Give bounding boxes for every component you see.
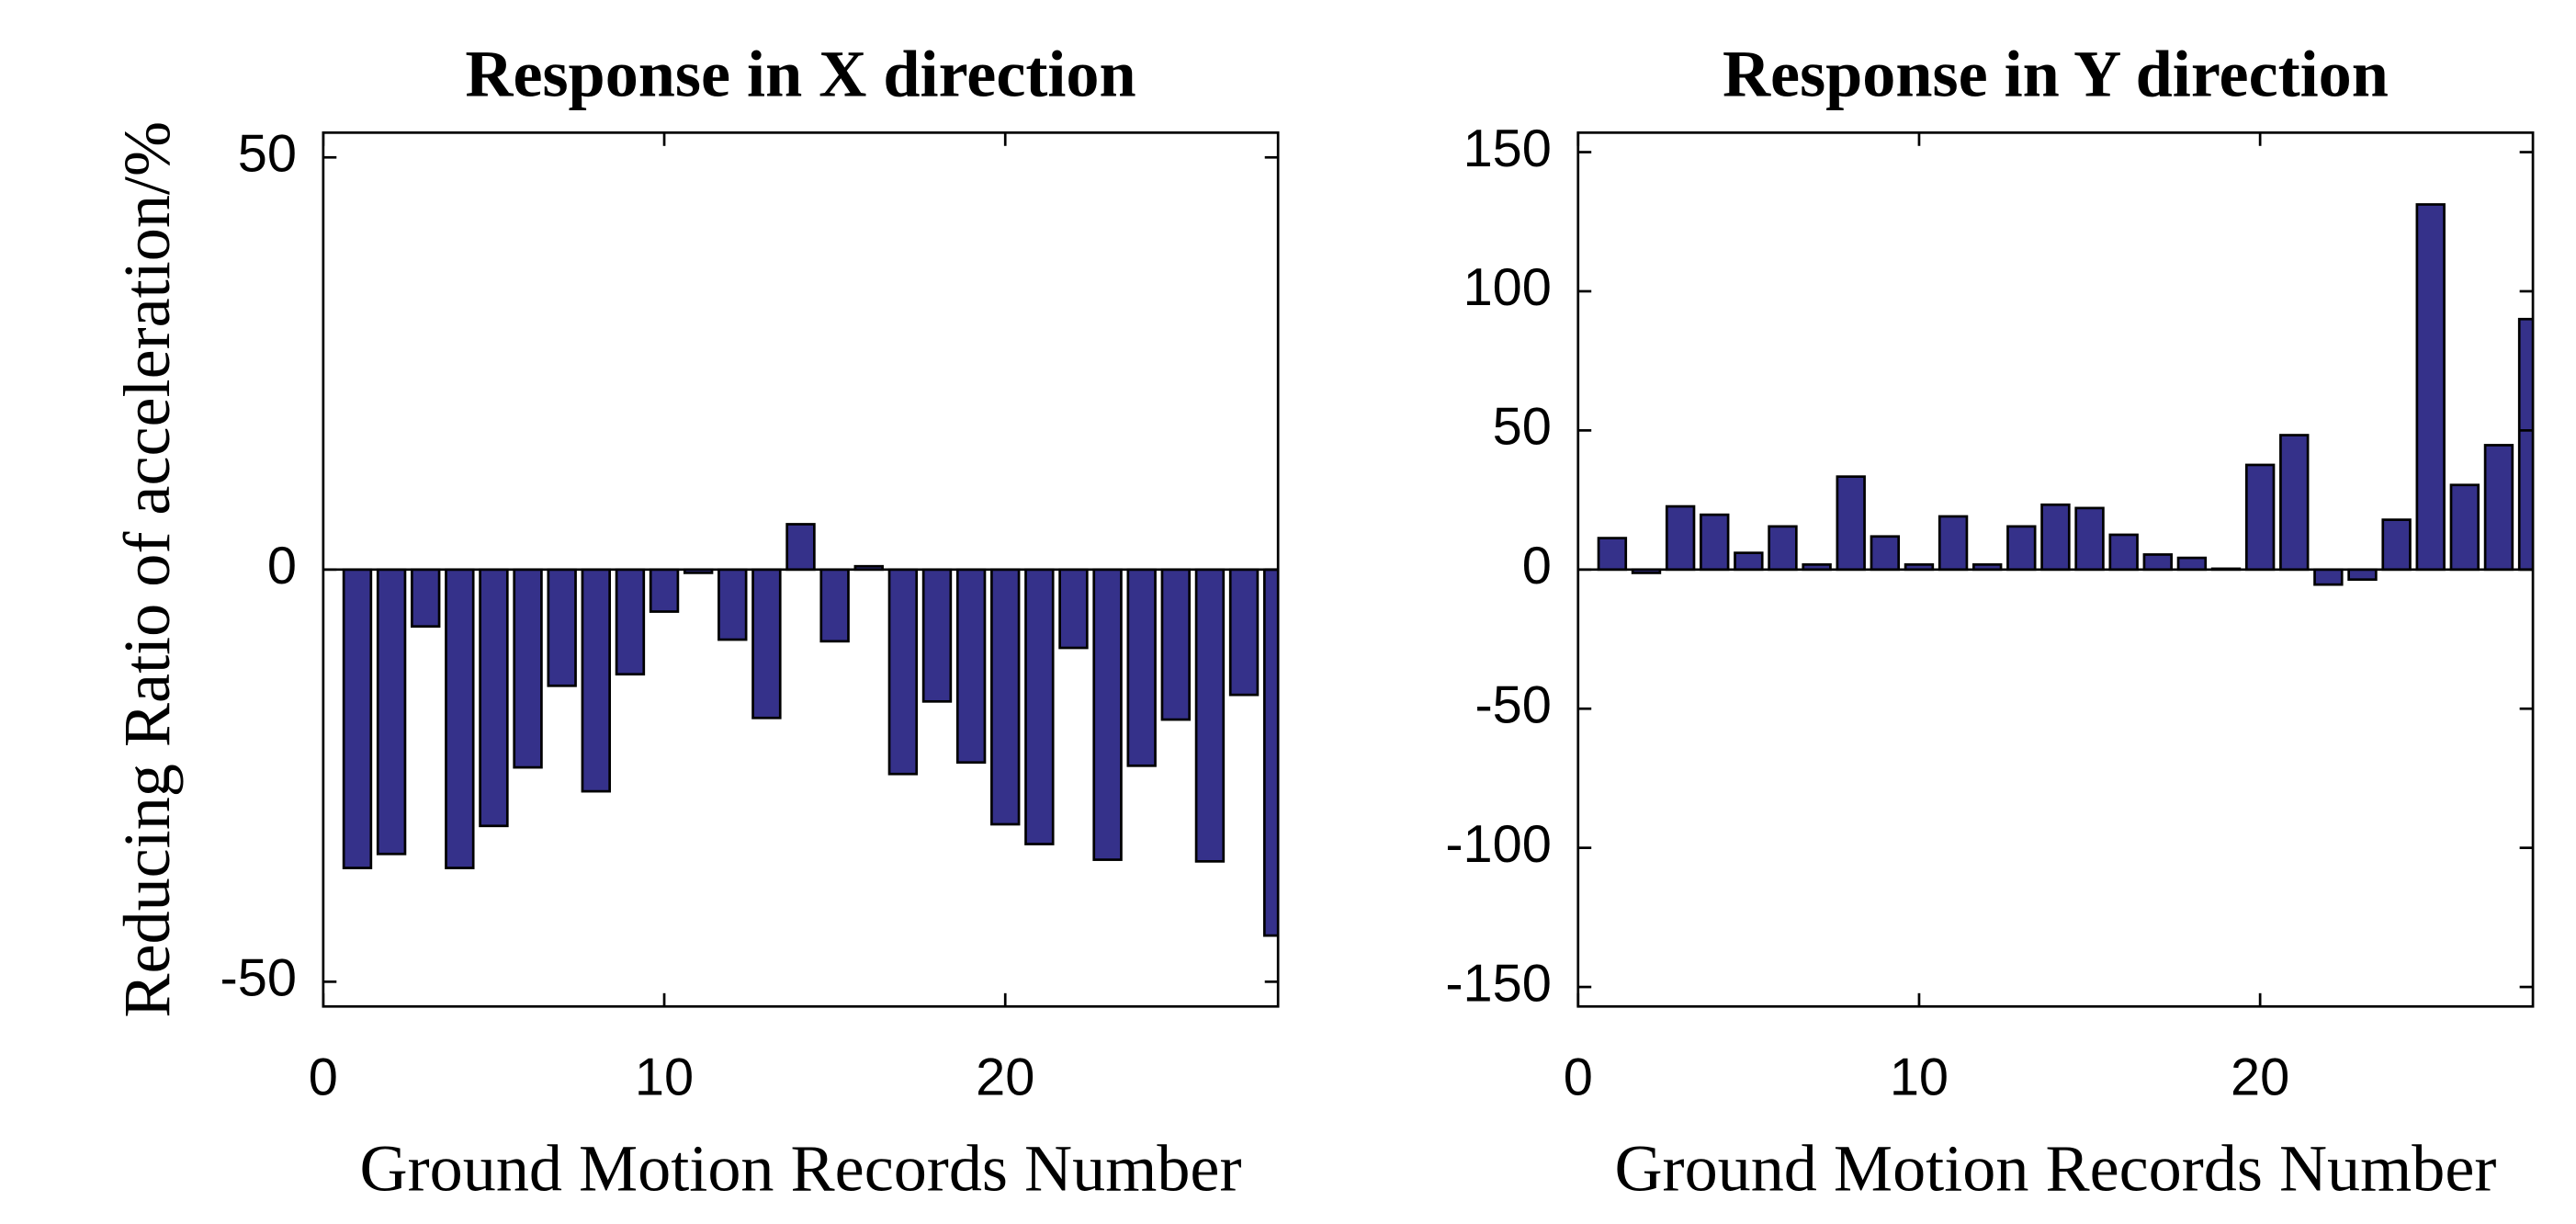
bar [2483, 444, 2514, 572]
bar [2176, 556, 2208, 572]
bar [376, 568, 407, 856]
bar [1768, 525, 1798, 572]
bar [2006, 525, 2037, 572]
y-tick-label: -100 [1445, 815, 1552, 874]
bar [1870, 535, 1901, 572]
bar [2449, 483, 2480, 572]
bar [1058, 568, 1089, 650]
chart-title: Response in X direction [465, 38, 1135, 111]
bar [2279, 434, 2310, 572]
bar [921, 568, 953, 703]
bar [411, 568, 441, 629]
bar [2415, 203, 2446, 572]
y-tick-label: 100 [1463, 258, 1552, 317]
y-tick-label: 50 [238, 125, 297, 184]
chart-title: Response in Y direction [1723, 38, 2389, 111]
bar [1194, 568, 1226, 863]
bar [819, 568, 850, 643]
x-tick-label: 0 [309, 1048, 338, 1107]
y-tick-label: -50 [1474, 675, 1551, 734]
y-tick-label: 50 [1493, 398, 1552, 457]
x-tick-label: 20 [976, 1048, 1034, 1107]
bar [1836, 475, 1866, 572]
x-tick-label: 0 [1564, 1048, 1593, 1107]
bar [2313, 568, 2344, 586]
subplot: Response in X direction Ground Motion Rec… [110, 38, 1280, 1206]
bar [581, 568, 612, 793]
bar [1126, 568, 1157, 767]
bar [1938, 515, 1969, 572]
bar [649, 568, 680, 613]
bar [990, 568, 1021, 826]
bar [955, 568, 987, 765]
bar [1700, 513, 1730, 572]
bar [2381, 518, 2412, 572]
bar [615, 568, 646, 676]
y-tick-label: 150 [1463, 119, 1552, 178]
bar [1597, 537, 1628, 572]
bar [1092, 568, 1123, 861]
bar [513, 568, 543, 769]
bars [1597, 203, 2534, 586]
bar [2244, 463, 2276, 572]
bar [2517, 317, 2534, 572]
bar [1024, 568, 1055, 845]
bar [785, 523, 816, 572]
bar [2040, 503, 2071, 572]
bar [479, 568, 509, 828]
x-tick-label: 20 [2231, 1048, 2289, 1107]
bar [547, 568, 577, 687]
y-tick-label: -150 [1445, 954, 1552, 1013]
bar [717, 568, 748, 641]
bar [1228, 568, 1260, 697]
bar [2108, 533, 2139, 572]
bar [445, 568, 475, 869]
bar [2142, 553, 2173, 572]
bar [1734, 551, 1764, 572]
bar [2074, 506, 2105, 572]
bar [1665, 504, 1696, 572]
x-tick-label: 10 [1890, 1048, 1949, 1107]
y-axis-label: Reducing Ratio of acceleration/% [110, 121, 184, 1018]
bar [1160, 568, 1192, 721]
x-axis-label: Ground Motion Records Number [360, 1132, 1242, 1206]
y-tick-label: 0 [1522, 537, 1552, 595]
y-tick-label: -50 [220, 949, 297, 1008]
bars [342, 523, 1279, 937]
bar [2347, 568, 2378, 582]
bar [751, 568, 782, 720]
x-tick-label: 10 [635, 1048, 694, 1107]
bar [342, 568, 373, 869]
y-tick-label: 0 [267, 537, 297, 595]
bar [887, 568, 919, 776]
subplot: Response in Y direction Ground Motion Rec… [1445, 38, 2535, 1206]
x-axis-label: Ground Motion Records Number [1614, 1132, 2496, 1206]
